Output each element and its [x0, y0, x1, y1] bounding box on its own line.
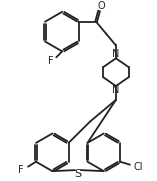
Text: N: N — [112, 85, 120, 95]
Text: O: O — [97, 1, 105, 11]
Text: Cl: Cl — [133, 162, 143, 172]
Text: N: N — [112, 49, 120, 59]
Text: F: F — [18, 165, 24, 175]
Text: S: S — [74, 169, 82, 179]
Text: F: F — [49, 56, 54, 66]
